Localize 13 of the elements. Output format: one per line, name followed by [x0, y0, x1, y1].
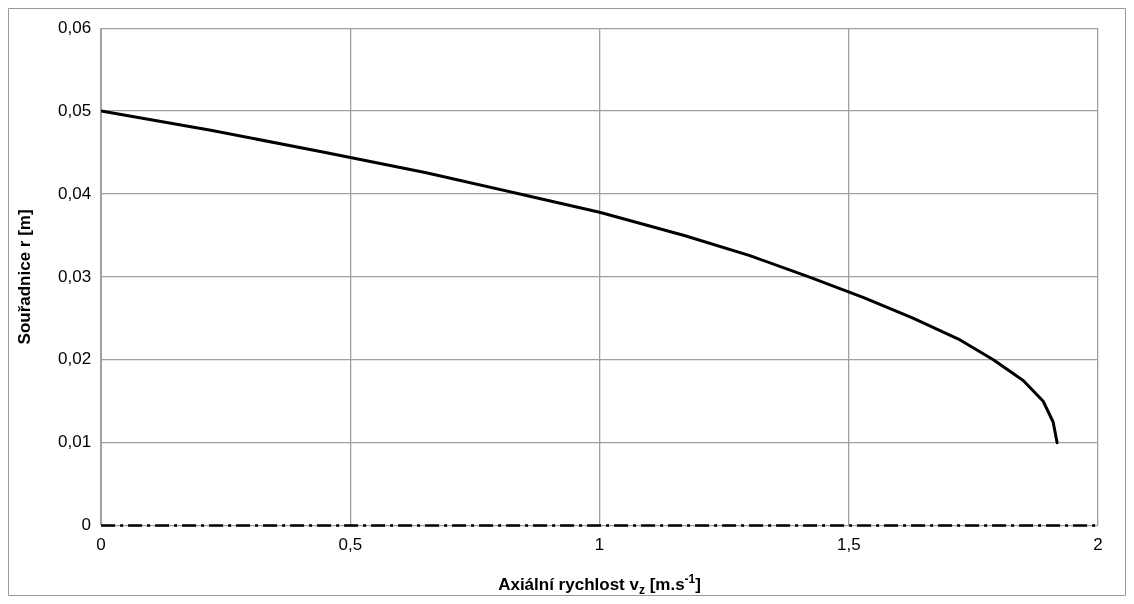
y-axis-title: Souřadnice r [m]: [15, 209, 34, 345]
y-tick-label: 0,02: [57, 349, 92, 369]
x-tick-label: 1: [594, 535, 605, 555]
x-tick-label: 1,5: [836, 535, 861, 555]
y-tick-label: 0,03: [57, 266, 92, 286]
x-tick-label: 0: [96, 535, 106, 555]
y-tick-label: 0,04: [57, 183, 92, 203]
y-tick-label: 0,01: [57, 432, 92, 452]
y-tick-label: 0,05: [57, 100, 92, 120]
x-tick-label: 0,5: [338, 535, 363, 555]
x-tick-label: 2: [1093, 535, 1103, 555]
y-tick-label: 0: [81, 515, 92, 535]
y-tick-label: 0,06: [57, 17, 92, 37]
